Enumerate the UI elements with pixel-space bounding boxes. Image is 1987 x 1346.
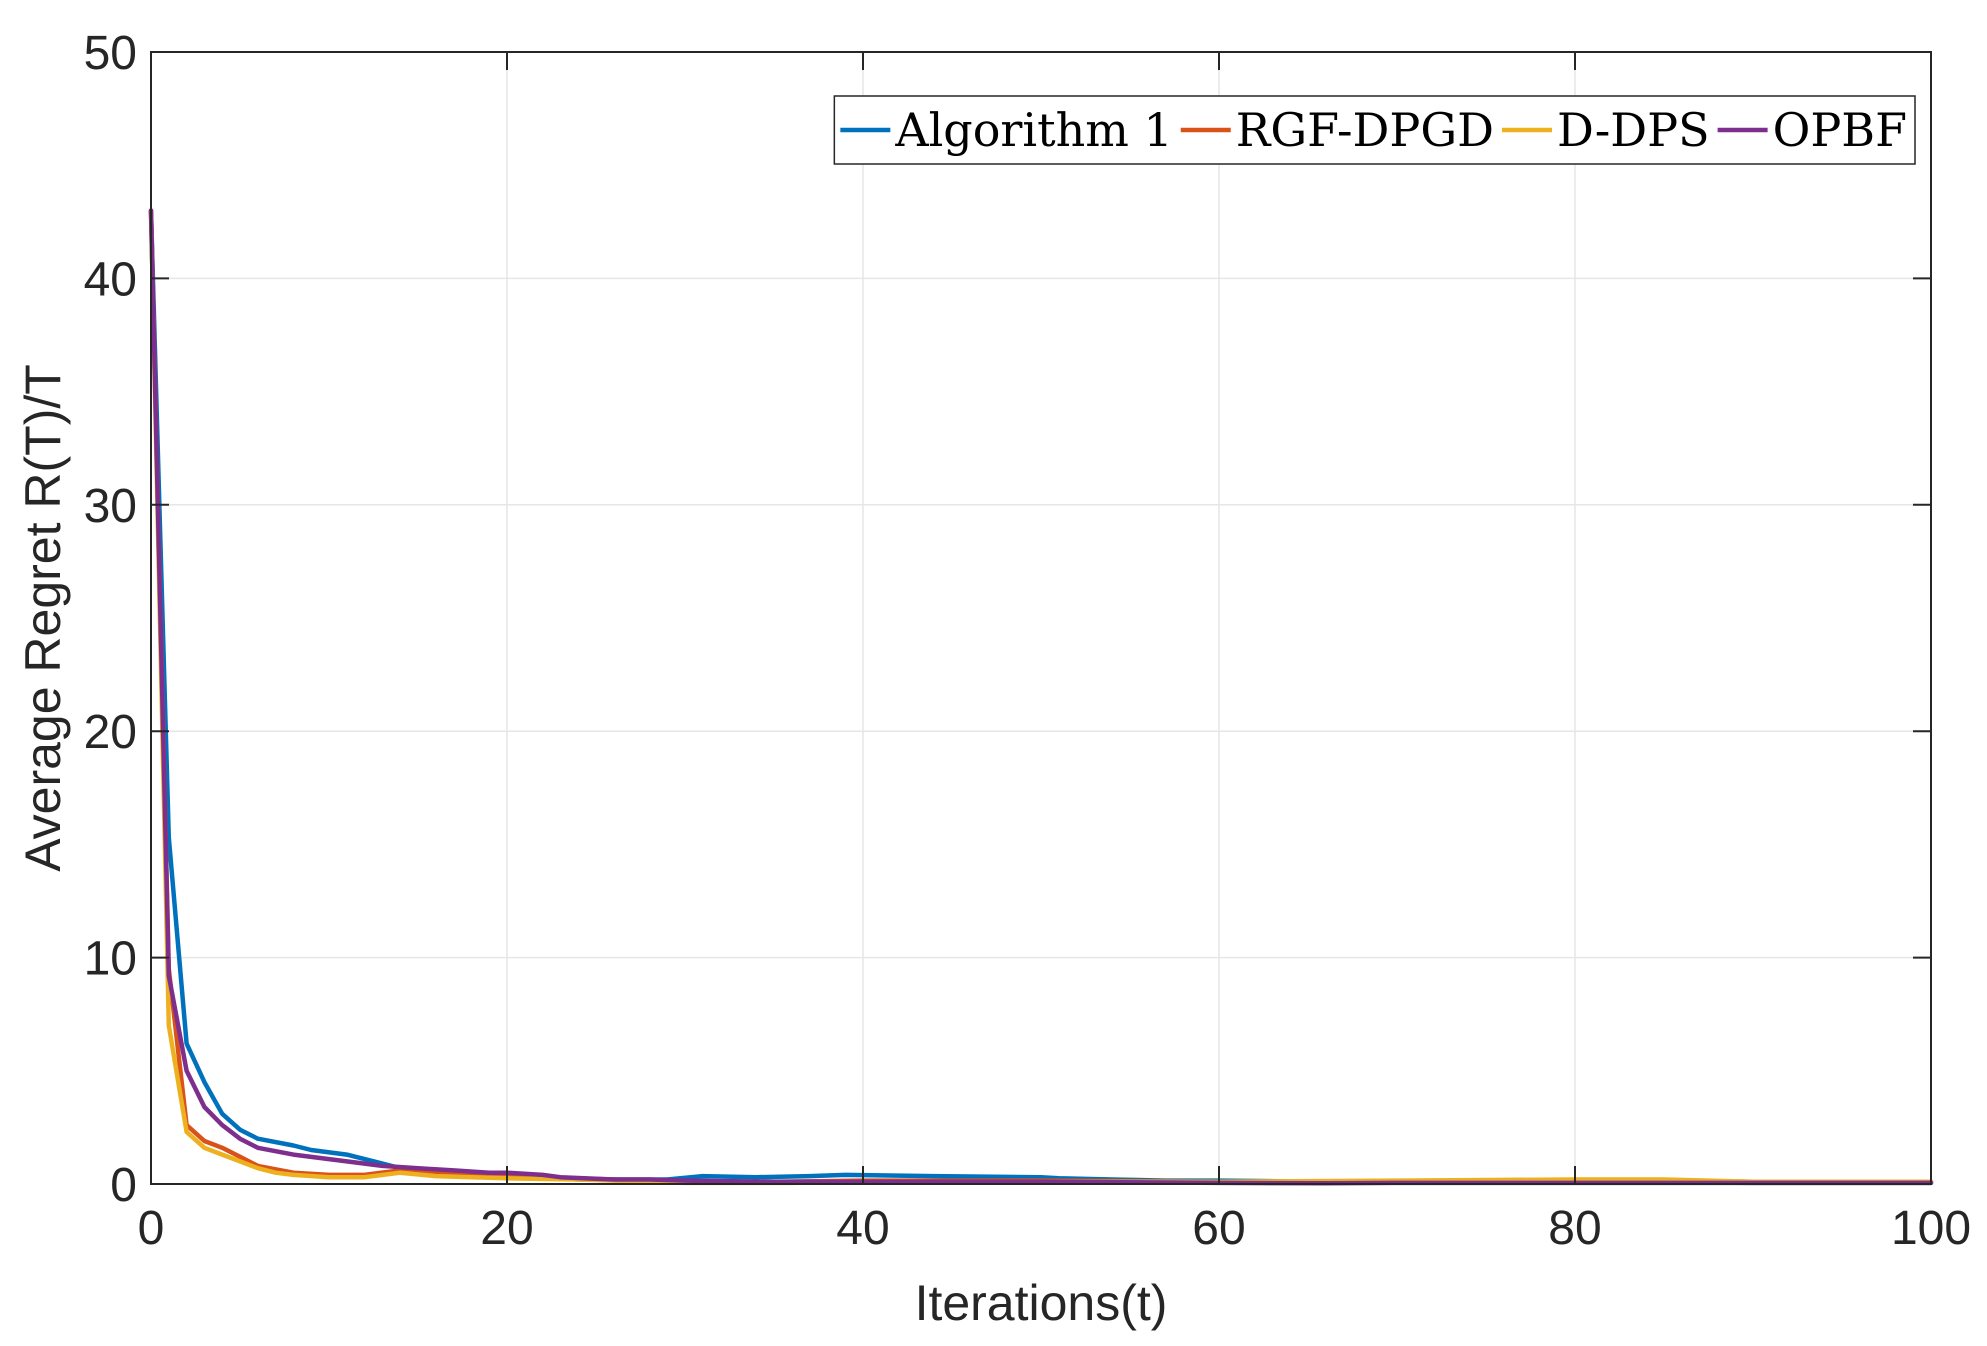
- axis-ticks: 0 20 40 60 80 100 0 10 20 30 40 50: [84, 27, 1971, 1255]
- y-tick-label: 10: [84, 933, 137, 986]
- y-tick-label: 40: [84, 253, 137, 306]
- x-tick-label: 20: [480, 1202, 533, 1255]
- y-tick-label: 30: [84, 480, 137, 533]
- plot-background: [151, 52, 1931, 1184]
- legend-item: RGF-DPGD: [1180, 103, 1494, 157]
- legend: Algorithm 1 RGF-DPGD D-DPS OPBF: [833, 95, 1916, 165]
- y-axis-label: Average Regret R(T)/T: [15, 364, 71, 872]
- x-tick-label: 100: [1891, 1202, 1971, 1255]
- y-tick-label: 0: [110, 1159, 137, 1212]
- y-tick-label: 20: [84, 706, 137, 759]
- x-tick-label: 0: [138, 1202, 165, 1255]
- legend-label: OPBF: [1773, 103, 1907, 157]
- x-tick-label: 40: [836, 1202, 889, 1255]
- plot-frame: [150, 51, 1932, 1185]
- legend-label: RGF-DPGD: [1236, 103, 1494, 157]
- legend-item: Algorithm 1: [840, 103, 1173, 157]
- legend-label: D-DPS: [1557, 103, 1710, 157]
- x-tick-label: 60: [1192, 1202, 1245, 1255]
- y-tick-label: 50: [84, 27, 137, 80]
- legend-item: D-DPS: [1501, 103, 1710, 157]
- x-axis-label: Iterations(t): [915, 1275, 1168, 1331]
- series-line-d-dps: [148, 208, 1934, 1186]
- x-tick-label: 80: [1548, 1202, 1601, 1255]
- legend-item: OPBF: [1717, 103, 1907, 157]
- legend-label: Algorithm 1: [894, 103, 1172, 157]
